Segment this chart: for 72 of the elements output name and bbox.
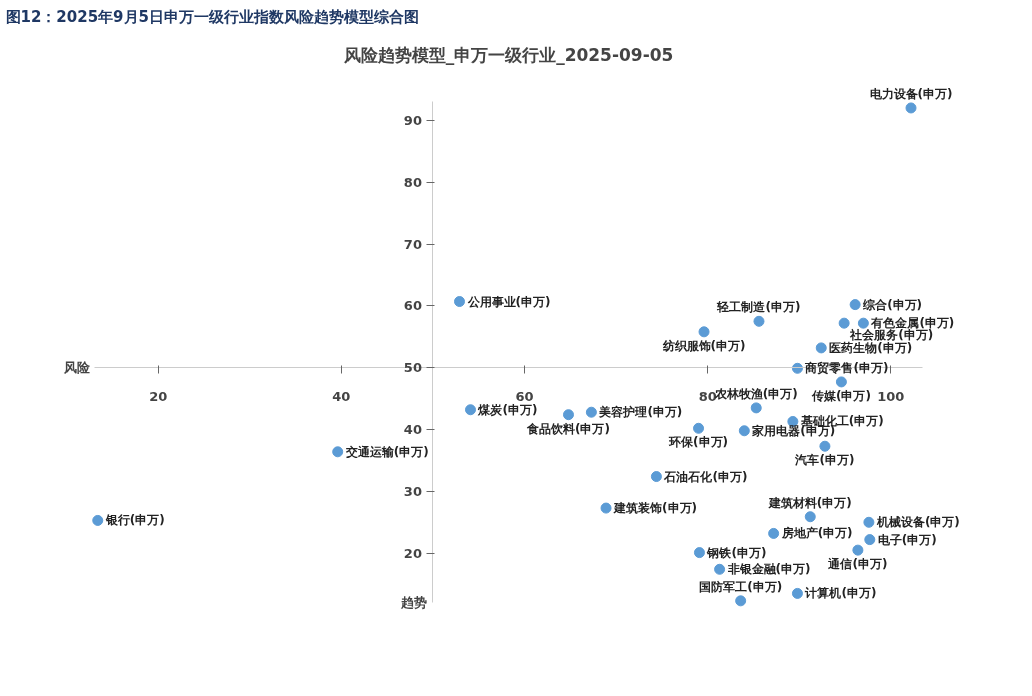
- series-label: 电子(申万): [877, 532, 937, 547]
- point: [819, 440, 831, 452]
- point: [585, 406, 597, 418]
- point: [562, 409, 574, 421]
- series-label: 环保(申万): [668, 435, 729, 450]
- point: [698, 326, 710, 338]
- point: [838, 317, 850, 329]
- point: [863, 516, 875, 528]
- point: [864, 534, 876, 546]
- series-label: 银行(申万): [104, 513, 165, 528]
- series-label: 建筑材料(申万): [767, 495, 852, 510]
- point: [464, 404, 476, 416]
- y-tick-label: 50: [403, 360, 422, 376]
- point: [750, 402, 762, 414]
- y-tick-label: 80: [403, 174, 422, 190]
- series-label: 传媒(申万): [810, 388, 871, 403]
- point: [857, 317, 869, 329]
- x-tick-label: 40: [332, 388, 351, 404]
- series-label: 国防军工(申万): [699, 579, 783, 594]
- point: [92, 514, 104, 526]
- point: [332, 446, 344, 458]
- series-label: 食品饮料(申万): [526, 421, 610, 436]
- point: [714, 563, 726, 575]
- x-axis-title: 风险: [63, 360, 92, 376]
- series-label: 机械设备(申万): [875, 515, 960, 530]
- series-label: 通信(申万): [827, 557, 888, 572]
- y-tick-label: 60: [403, 298, 422, 314]
- chart-title: 图12：2025年9月5日申万一级行业指数风险趋势模型综合图: [5, 7, 419, 26]
- series-label: 综合(申万): [862, 297, 923, 312]
- point: [791, 587, 803, 599]
- y-tick-label: 90: [403, 112, 422, 128]
- series-label: 石油石化(申万): [663, 469, 748, 484]
- x-tick-label: 60: [515, 388, 534, 404]
- point: [768, 527, 780, 539]
- y-axis-title: 趋势: [399, 595, 427, 611]
- chart-subtitle: 风险趋势模型_申万一级行业_2025-09-05: [342, 45, 674, 65]
- series-label: 煤炭(申万): [477, 402, 538, 417]
- y-tick-label: 40: [403, 422, 422, 438]
- series-label: 非银金融(申万): [726, 562, 811, 577]
- point: [852, 544, 864, 556]
- series-label: 计算机(申万): [804, 586, 877, 601]
- x-tick-label: 100: [877, 388, 905, 404]
- series-label: 钢铁(申万): [706, 545, 767, 560]
- series-label: 商贸零售(申万): [804, 361, 889, 376]
- point: [738, 425, 750, 437]
- point: [835, 376, 847, 388]
- point: [849, 299, 861, 311]
- point: [804, 511, 816, 523]
- x-tick-label: 80: [698, 388, 717, 404]
- point: [735, 595, 747, 607]
- series-label: 交通运输(申万): [344, 444, 429, 459]
- series-label: 汽车(申万): [794, 453, 855, 468]
- y-tick-label: 30: [403, 483, 422, 499]
- series-label: 轻工制造(申万): [716, 300, 801, 315]
- series-label: 美容护理(申万): [598, 405, 683, 420]
- x-tick-label: 20: [149, 388, 168, 404]
- point: [600, 502, 612, 514]
- point: [905, 102, 917, 114]
- point: [693, 547, 705, 559]
- y-tick-label: 20: [403, 545, 422, 561]
- series-label: 电力设备(申万): [869, 86, 953, 101]
- series-label: 公用事业(申万): [466, 294, 551, 309]
- point: [791, 362, 803, 374]
- y-tick-label: 70: [403, 236, 422, 252]
- point: [815, 342, 827, 354]
- point: [650, 471, 662, 483]
- series-label: 房地产(申万): [780, 526, 853, 541]
- point: [454, 296, 465, 308]
- point: [753, 315, 765, 327]
- series-label: 纺织服饰(申万): [661, 338, 746, 353]
- point: [693, 422, 705, 434]
- series-label: 建筑装饰(申万): [613, 501, 697, 516]
